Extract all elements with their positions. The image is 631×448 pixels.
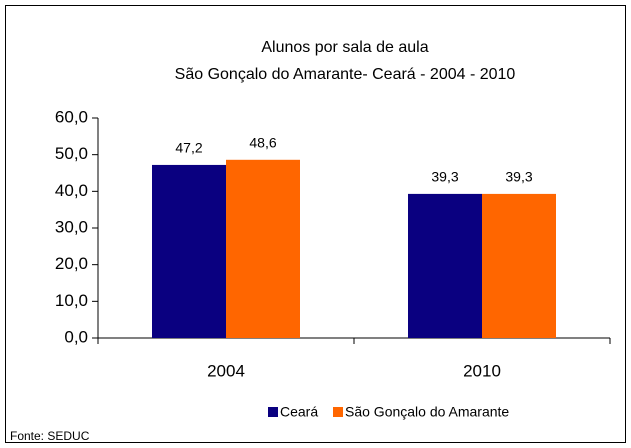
bar — [408, 193, 482, 338]
bar — [226, 159, 300, 338]
legend-label: São Gonçalo do Amarante — [345, 404, 509, 420]
x-tick-label: 2004 — [207, 361, 245, 380]
frame — [5, 5, 626, 443]
y-tick-label: 20,0 — [55, 254, 88, 273]
chart-title: Alunos por sala de aula — [261, 39, 428, 56]
value-label: 39,3 — [505, 169, 532, 185]
chart-subtitle: São Gonçalo do Amarante- Ceará - 2004 - … — [175, 66, 516, 83]
source: Fonte: SEDUC — [10, 429, 90, 443]
x-tick-label: 2010 — [463, 361, 501, 380]
value-label: 48,6 — [249, 135, 276, 151]
y-tick-label: 30,0 — [55, 217, 88, 236]
legend-swatch — [268, 407, 278, 417]
y-tick-label: 0,0 — [64, 327, 88, 346]
bar — [482, 193, 556, 338]
bar — [152, 164, 226, 338]
value-label: 47,2 — [175, 140, 202, 156]
y-tick-label: 50,0 — [55, 144, 88, 163]
y-tick-label: 60,0 — [55, 107, 88, 126]
value-label: 39,3 — [431, 169, 458, 185]
legend-label: Ceará — [280, 404, 318, 420]
legend-swatch — [333, 407, 343, 417]
y-tick-label: 10,0 — [55, 291, 88, 310]
y-tick-label: 40,0 — [55, 181, 88, 200]
